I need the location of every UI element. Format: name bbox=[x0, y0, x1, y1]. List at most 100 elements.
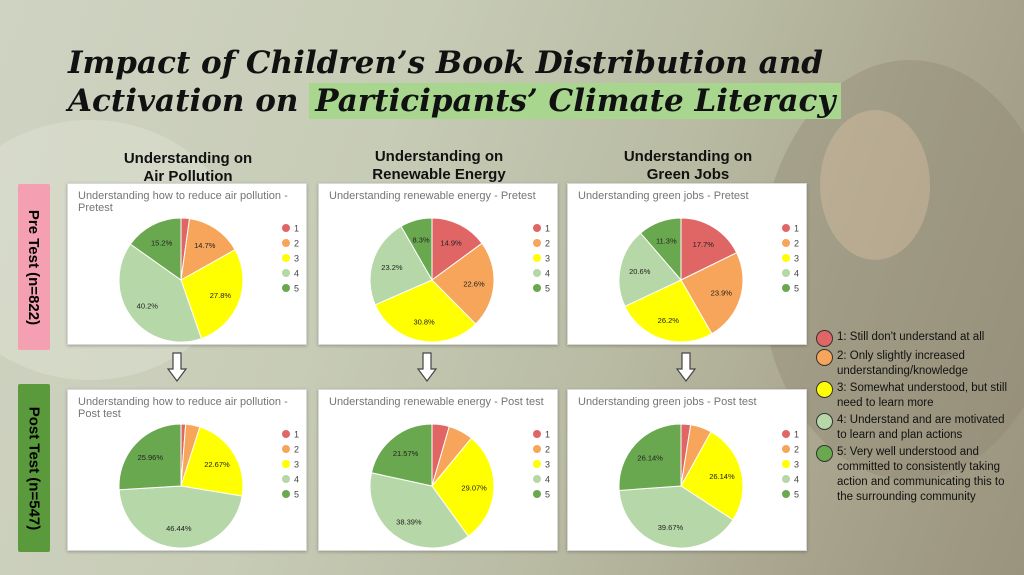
legend-marker bbox=[782, 430, 790, 438]
page-title: Impact of Children’s Book Distribution a… bbox=[68, 44, 888, 120]
legend-marker bbox=[282, 490, 290, 498]
legend-item: 1: Still don't understand at all bbox=[816, 330, 1012, 347]
legend-label: 2 bbox=[294, 239, 299, 249]
pie-data-label: 23.2% bbox=[381, 263, 403, 272]
legend-marker bbox=[282, 445, 290, 453]
legend-marker bbox=[533, 445, 541, 453]
legend-marker bbox=[533, 224, 541, 232]
title-highlight: Participants’ Climate Literacy bbox=[309, 83, 842, 119]
pie-data-label: 25.96% bbox=[138, 453, 164, 462]
legend-label: 4 bbox=[794, 269, 799, 279]
pie-slice-1 bbox=[431, 217, 483, 281]
title-line-1: Impact of Children’s Book Distribution a… bbox=[68, 45, 823, 81]
column-heading-green-jobs: Understanding on Green Jobs bbox=[578, 148, 798, 184]
legend-text: 4: Understand and are motivated to learn… bbox=[837, 414, 1005, 441]
legend-dot bbox=[816, 349, 833, 366]
background-shape bbox=[820, 110, 930, 260]
column-heading-air-pollution: Understanding on Air Pollution bbox=[78, 150, 298, 186]
legend-text: 2: Only slightly increased understanding… bbox=[837, 350, 969, 377]
pie-chart: 22.67% 46.44% 25.96% 1 2 3 4 5 bbox=[118, 423, 299, 549]
legend-marker bbox=[533, 475, 541, 483]
pie-slice-3 bbox=[180, 249, 244, 340]
legend-item: 3: Somewhat understood, but still need t… bbox=[816, 381, 1012, 411]
down-arrow-icon bbox=[167, 352, 187, 382]
pie-slice-2 bbox=[431, 242, 495, 325]
legend-marker bbox=[782, 445, 790, 453]
pie-data-label: 11.3% bbox=[656, 236, 677, 245]
legend-marker bbox=[533, 490, 541, 498]
pie-slice-4 bbox=[118, 485, 243, 549]
pie-data-label: 14.7% bbox=[194, 241, 216, 250]
column-heading-renewable-energy: Understanding on Renewable Energy bbox=[329, 148, 549, 184]
post-test-label-text: Post Test (n=547) bbox=[25, 406, 43, 530]
legend-marker bbox=[533, 269, 541, 277]
pie-data-label: 17.7% bbox=[693, 240, 715, 249]
pie-slice-4 bbox=[118, 243, 203, 343]
legend-label: 1 bbox=[794, 430, 799, 440]
pie-slice-4 bbox=[369, 225, 433, 306]
legend-label: 2 bbox=[794, 445, 799, 455]
pie-data-label: 27.8% bbox=[210, 291, 232, 300]
legend-label: 4 bbox=[545, 269, 550, 279]
legend-label: 1 bbox=[545, 224, 550, 234]
legend-marker bbox=[282, 224, 290, 232]
legend-dot bbox=[816, 381, 833, 398]
chart-panel-energy-pre: Understanding renewable energy - Pretest… bbox=[318, 183, 558, 345]
legend-text: 3: Somewhat understood, but still need t… bbox=[837, 382, 1008, 409]
pie-slice-5 bbox=[370, 423, 433, 487]
legend-label: 1 bbox=[545, 430, 550, 440]
chart-title: Understanding renewable energy - Pretest bbox=[329, 190, 536, 202]
pie-chart: 14.7% 27.8% 40.2% 15.2% 1 2 3 4 5 bbox=[118, 217, 299, 343]
pie-slice-4 bbox=[618, 485, 734, 549]
pie-data-label: 14.9% bbox=[440, 238, 462, 247]
legend-marker bbox=[533, 254, 541, 262]
chart-panel-jobs-post: Understanding green jobs - Post test 26.… bbox=[567, 389, 807, 551]
pie-data-label: 21.57% bbox=[393, 449, 419, 458]
pie-chart: 29.07% 38.39% 21.57% 1 2 3 4 5 bbox=[369, 423, 550, 549]
legend-label: 5 bbox=[545, 284, 550, 294]
pie-slice-2 bbox=[180, 218, 236, 281]
pie-chart: 14.9% 22.6% 30.8% 23.2% 8.3% 1 2 3 4 5 bbox=[369, 217, 550, 343]
column-heading-line1: Understanding on bbox=[374, 148, 504, 165]
legend-dot bbox=[816, 330, 833, 347]
chart-panel-air-pre: Understanding how to reduce air pollutio… bbox=[67, 183, 307, 345]
pie-data-label: 29.07% bbox=[461, 483, 487, 492]
legend-marker bbox=[282, 269, 290, 277]
legend-label: 1 bbox=[294, 430, 299, 440]
legend-label: 2 bbox=[294, 445, 299, 455]
legend-label: 1 bbox=[794, 224, 799, 234]
pie-slice-3 bbox=[680, 431, 744, 521]
chart-panel-jobs-pre: Understanding green jobs - Pretest 17.7%… bbox=[567, 183, 807, 345]
legend-label: 3 bbox=[794, 460, 799, 470]
pie-slice-4 bbox=[369, 472, 470, 549]
legend-marker bbox=[282, 284, 290, 292]
chart-panel-air-post: Understanding how to reduce air pollutio… bbox=[67, 389, 307, 551]
legend-text: 1: Still don't understand at all bbox=[837, 331, 985, 343]
column-heading-line1: Understanding on bbox=[123, 150, 253, 167]
legend-label: 4 bbox=[794, 475, 799, 485]
legend-label: 2 bbox=[545, 239, 550, 249]
pre-test-label-text: Pre Test (n=822) bbox=[25, 209, 43, 325]
legend-marker bbox=[533, 460, 541, 468]
pie-slice-3 bbox=[431, 437, 495, 537]
legend-label: 5 bbox=[794, 490, 799, 500]
pie-chart: 26.14% 39.67% 26.14% 1 2 3 4 5 bbox=[618, 423, 799, 549]
legend-marker bbox=[782, 284, 790, 292]
scale-legend: 1: Still don't understand at all 2: Only… bbox=[816, 330, 1012, 507]
pie-data-label: 20.6% bbox=[629, 267, 651, 276]
column-heading-line1: Understanding on bbox=[623, 148, 753, 165]
legend-marker bbox=[782, 475, 790, 483]
pie-slice-1 bbox=[680, 217, 738, 281]
pie-data-label: 22.67% bbox=[204, 460, 230, 469]
pie-data-label: 8.3% bbox=[413, 235, 430, 244]
pie-data-label: 38.39% bbox=[396, 517, 422, 526]
legend-dot bbox=[816, 445, 833, 462]
pie-data-label: 15.2% bbox=[151, 239, 173, 248]
legend-label: 5 bbox=[794, 284, 799, 294]
pre-test-row-label: Pre Test (n=822) bbox=[18, 184, 50, 350]
legend-label: 3 bbox=[294, 460, 299, 470]
column-heading-line2: Green Jobs bbox=[646, 166, 730, 183]
down-arrow-icon bbox=[417, 352, 437, 382]
legend-label: 5 bbox=[294, 490, 299, 500]
chart-title: Understanding how to reduce air pollutio… bbox=[78, 190, 288, 214]
